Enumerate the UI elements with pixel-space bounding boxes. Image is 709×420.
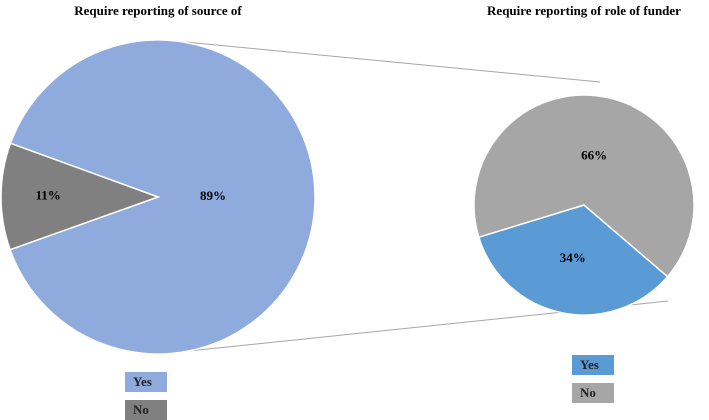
legend-label: Yes: [580, 357, 599, 372]
data-label: 11%: [35, 188, 60, 203]
data-label: 89%: [200, 188, 226, 203]
chart-title: Require reporting of source of: [74, 3, 242, 18]
legend-label: No: [580, 385, 596, 400]
data-label: 34%: [560, 250, 586, 265]
pie-slice: [477, 204, 669, 316]
pie-slice: [9, 39, 316, 355]
data-label: 66%: [581, 148, 607, 163]
legend-swatch: [125, 372, 167, 392]
chart-title: Require reporting of role of funder: [487, 3, 681, 18]
legend-swatch: [125, 400, 167, 420]
legend-swatch: [572, 355, 614, 375]
legend-label: Yes: [133, 374, 152, 389]
pie-slice: [0, 142, 161, 251]
connector-line: [174, 40, 601, 83]
legend-swatch: [572, 383, 614, 403]
legend-label: No: [133, 402, 149, 417]
pie-slice: [473, 94, 695, 278]
